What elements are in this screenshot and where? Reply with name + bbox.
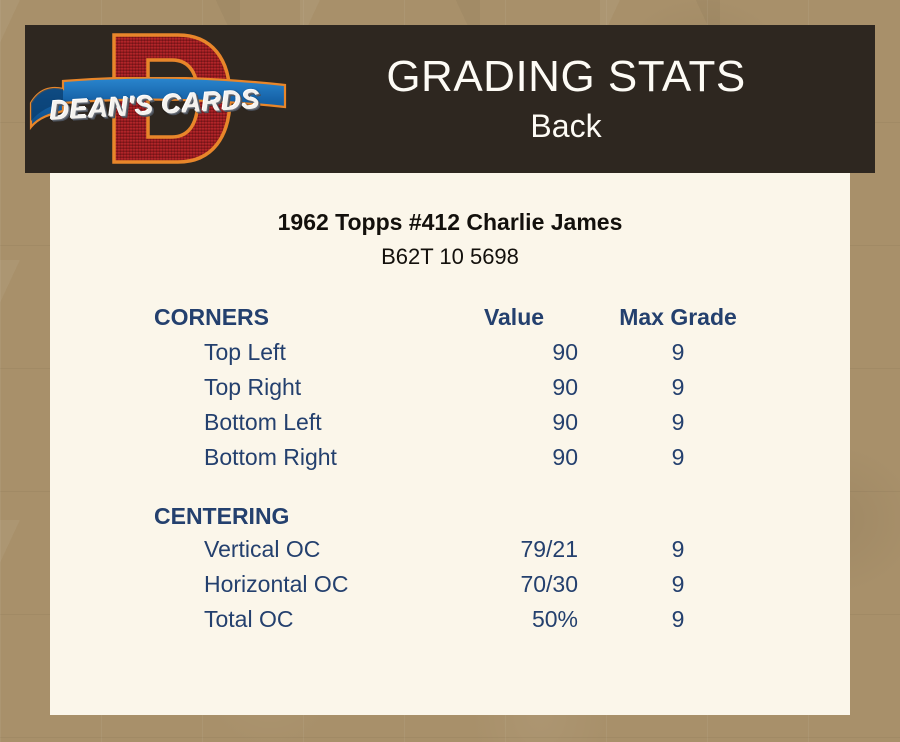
table-row: Total OC 50% 9	[50, 606, 850, 641]
table-row: Vertical OC 79/21 9	[50, 536, 850, 571]
card-title: 1962 Topps #412 Charlie James	[277, 209, 623, 235]
row-max-grade: 9	[671, 339, 685, 365]
row-value: 90	[552, 339, 578, 365]
row-value: 90	[552, 444, 578, 470]
row-value: 70/30	[520, 571, 578, 597]
row-value: 79/21	[520, 536, 578, 562]
section-spacer	[50, 479, 850, 501]
section-heading-centering: CENTERING	[154, 503, 290, 529]
content-panel: 1962 Topps #412 Charlie James B62T 10 56…	[50, 173, 850, 715]
column-header-value: Value	[483, 304, 545, 330]
header-title-group: GRADING STATS Back	[293, 51, 875, 147]
column-header-max-grade: Max Grade	[619, 304, 737, 330]
row-max-grade: 9	[671, 571, 685, 597]
section-heading-corners: CORNERS	[154, 304, 270, 330]
row-label: Vertical OC	[204, 536, 321, 562]
grading-stats-table: CORNERS Value Max Grade Top Left 90 9 To…	[50, 304, 850, 641]
row-label: Bottom Right	[204, 444, 337, 470]
card-serial: B62T 10 5698	[381, 244, 519, 269]
row-value: 90	[552, 409, 578, 435]
table-header-row: CORNERS Value Max Grade	[50, 304, 850, 339]
row-max-grade: 9	[671, 536, 685, 562]
row-label: Top Left	[204, 339, 286, 365]
row-max-grade: 9	[671, 374, 685, 400]
row-value: 90	[552, 374, 578, 400]
row-label: Bottom Left	[204, 409, 322, 435]
table-row: Top Right 90 9	[50, 374, 850, 409]
page-header: DEAN'S CARDS GRADING STATS Back	[25, 25, 875, 173]
logo-ribbon-icon	[29, 77, 287, 131]
row-label: Total OC	[204, 606, 294, 632]
table-row: Top Left 90 9	[50, 339, 850, 374]
table-row: Bottom Left 90 9	[50, 409, 850, 444]
page-subtitle: Back	[530, 108, 602, 144]
row-max-grade: 9	[671, 444, 685, 470]
table-row: Horizontal OC 70/30 9	[50, 571, 850, 606]
deans-cards-logo[interactable]: DEAN'S CARDS	[25, 25, 293, 173]
row-label: Top Right	[204, 374, 302, 400]
row-label: Horizontal OC	[204, 571, 349, 597]
row-max-grade: 9	[671, 606, 685, 632]
page-title: GRADING STATS	[386, 52, 746, 101]
row-value: 50%	[531, 606, 578, 632]
row-max-grade: 9	[671, 409, 685, 435]
table-row: Bottom Right 90 9	[50, 444, 850, 479]
